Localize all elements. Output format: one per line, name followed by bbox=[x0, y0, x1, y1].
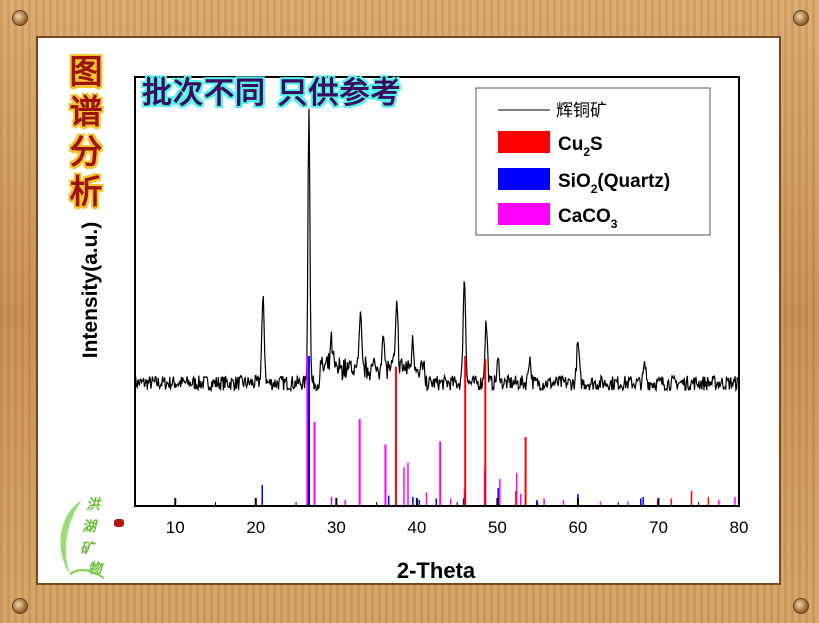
screw-icon bbox=[12, 598, 28, 614]
screw-icon bbox=[793, 598, 809, 614]
screw-icon bbox=[12, 10, 28, 26]
screw-icon bbox=[793, 10, 809, 26]
sample-trace-layer bbox=[134, 108, 740, 393]
brand-logo: 洪 湖 矿 物 bbox=[52, 494, 122, 582]
x-tick-label: 70 bbox=[649, 518, 668, 537]
legend-marker-sio2 bbox=[498, 168, 550, 190]
legend-label-sio2: SiO2(Quartz) bbox=[558, 171, 670, 196]
legend-marker-caco3 bbox=[498, 203, 550, 225]
legend: 辉铜矿 Cu2S SiO2(Quartz) CaCO3 bbox=[475, 87, 711, 236]
side-title: 图 谱 分 析 bbox=[62, 52, 110, 212]
logo-char: 湖 bbox=[82, 519, 96, 535]
sample-trace bbox=[134, 108, 740, 393]
legend-label-caco3: CaCO3 bbox=[558, 206, 618, 231]
batch-notice-banner: 批次不同 只供参考 bbox=[142, 76, 402, 111]
side-title-char: 析 bbox=[69, 172, 103, 211]
marker-dot bbox=[114, 519, 124, 527]
y-axis-label: Intensity(a.u.) bbox=[79, 222, 102, 359]
plot-frame bbox=[134, 76, 740, 507]
side-title-char: 图 bbox=[69, 52, 103, 91]
x-tick-label: 10 bbox=[166, 518, 185, 537]
x-axis-label: 2-Theta bbox=[397, 558, 476, 583]
legend-label-sample: 辉铜矿 bbox=[556, 101, 607, 121]
reference-lines-layer bbox=[261, 356, 736, 506]
legend-label-cu2s: Cu2S bbox=[558, 134, 603, 159]
x-tick-label: 40 bbox=[407, 518, 426, 537]
side-title-char: 谱 bbox=[69, 92, 103, 131]
logo-char: 矿 bbox=[80, 541, 94, 557]
x-tick-label: 80 bbox=[730, 518, 749, 537]
x-tick-label: 50 bbox=[488, 518, 507, 537]
side-title-char: 分 bbox=[69, 132, 103, 171]
x-tick-label: 30 bbox=[327, 518, 346, 537]
leaf-icon bbox=[60, 500, 105, 579]
x-tick-label: 20 bbox=[246, 518, 265, 537]
logo-char: 洪 bbox=[86, 497, 100, 513]
legend-marker-cu2s bbox=[498, 131, 550, 153]
logo-char: 物 bbox=[88, 561, 102, 577]
x-tick-label: 60 bbox=[568, 518, 587, 537]
x-axis-ticks: 10 20 30 40 50 60 70 80 bbox=[134, 498, 749, 537]
